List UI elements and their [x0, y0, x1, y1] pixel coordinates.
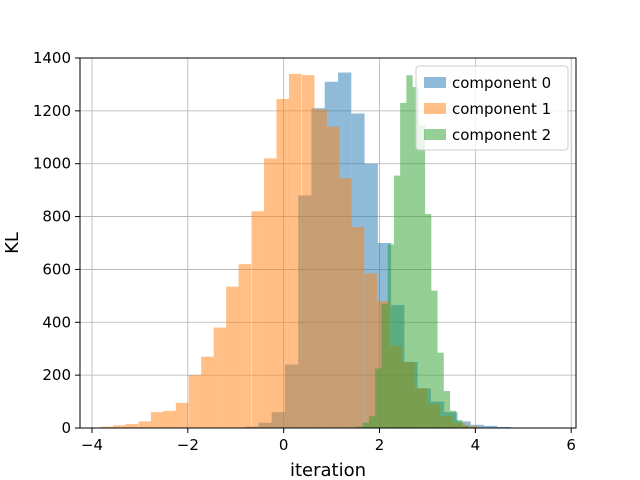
- series-2-bars: [356, 75, 475, 429]
- histogram-bar: [456, 420, 463, 428]
- histogram-bar: [138, 421, 152, 428]
- x-tick-label: −4: [81, 436, 103, 454]
- y-tick-label: 200: [42, 366, 71, 384]
- legend-label: component 1: [452, 100, 551, 118]
- legend-swatch: [424, 77, 446, 88]
- y-tick-label: 1200: [33, 102, 71, 120]
- histogram-bar: [464, 425, 478, 428]
- histogram-bar: [175, 402, 189, 428]
- histogram-bar: [449, 410, 457, 428]
- x-tick-label: 0: [279, 436, 289, 454]
- histogram-bar: [484, 425, 498, 428]
- y-tick-label: 1000: [33, 155, 71, 173]
- histogram-bar: [301, 75, 315, 428]
- histogram-bar: [113, 425, 126, 428]
- histogram-bar: [238, 264, 252, 428]
- histogram-bar: [462, 425, 469, 428]
- y-tick-label: 800: [42, 208, 71, 226]
- y-axis-label: KL: [2, 232, 23, 254]
- histogram-bar: [400, 102, 407, 428]
- histogram-bar: [418, 125, 426, 429]
- histogram-bar: [150, 412, 164, 428]
- histogram-bar: [251, 211, 265, 428]
- histogram-bar: [125, 424, 139, 428]
- histogram-bar: [431, 290, 438, 428]
- x-tick-label: 2: [375, 436, 385, 454]
- histogram-bar: [201, 356, 214, 428]
- histogram-bar: [326, 126, 340, 428]
- legend-label: component 0: [452, 74, 551, 92]
- axis-ticks: −4 −2 0 2 4 6 0 200 400 600 800 1000 1200 1400: [33, 49, 576, 454]
- y-tick-label: 400: [42, 313, 71, 331]
- histogram-bar: [412, 87, 419, 429]
- x-axis-label: iteration: [290, 460, 366, 480]
- histogram-bar: [226, 286, 239, 428]
- histogram-bar: [393, 175, 401, 428]
- histogram-bar: [381, 303, 388, 428]
- legend-box: [415, 65, 569, 151]
- histogram-bar: [264, 158, 277, 428]
- histogram-bar: [314, 109, 327, 429]
- legend-swatch: [424, 129, 446, 140]
- histogram-bar: [288, 73, 302, 428]
- plot-frame: [79, 57, 577, 429]
- legend: component 0 component 1 component 2: [415, 65, 569, 151]
- legend-swatch: [424, 103, 446, 114]
- histogram-bar: [387, 244, 394, 428]
- legend-label: component 2: [452, 126, 551, 144]
- histogram-bar: [443, 391, 451, 428]
- x-tick-label: 4: [471, 436, 481, 454]
- histogram-bar: [375, 368, 382, 428]
- histogram-bars: [100, 72, 511, 429]
- x-tick-label: 6: [566, 436, 576, 454]
- histogram-bar: [437, 352, 444, 428]
- histogram-bar: [163, 410, 176, 428]
- histogram-bar: [470, 424, 485, 428]
- histogram-bar: [497, 426, 511, 428]
- histogram-bar: [213, 327, 227, 428]
- histogram-bar: [356, 426, 363, 428]
- histogram-bar: [276, 98, 290, 428]
- histogram-bar: [364, 273, 378, 428]
- histogram-bar: [100, 426, 114, 428]
- y-tick-label: 600: [42, 260, 71, 278]
- histogram-bar: [351, 227, 365, 428]
- histogram-bar: [188, 375, 202, 428]
- histogram-bar: [406, 75, 413, 428]
- y-tick-label: 1400: [33, 49, 71, 67]
- histogram-bar: [362, 422, 370, 428]
- histogram-bar: [368, 416, 376, 428]
- histogram-bar: [425, 213, 432, 428]
- histogram-bar: [339, 178, 352, 428]
- x-tick-label: −2: [177, 436, 199, 454]
- y-tick-label: 0: [61, 419, 71, 437]
